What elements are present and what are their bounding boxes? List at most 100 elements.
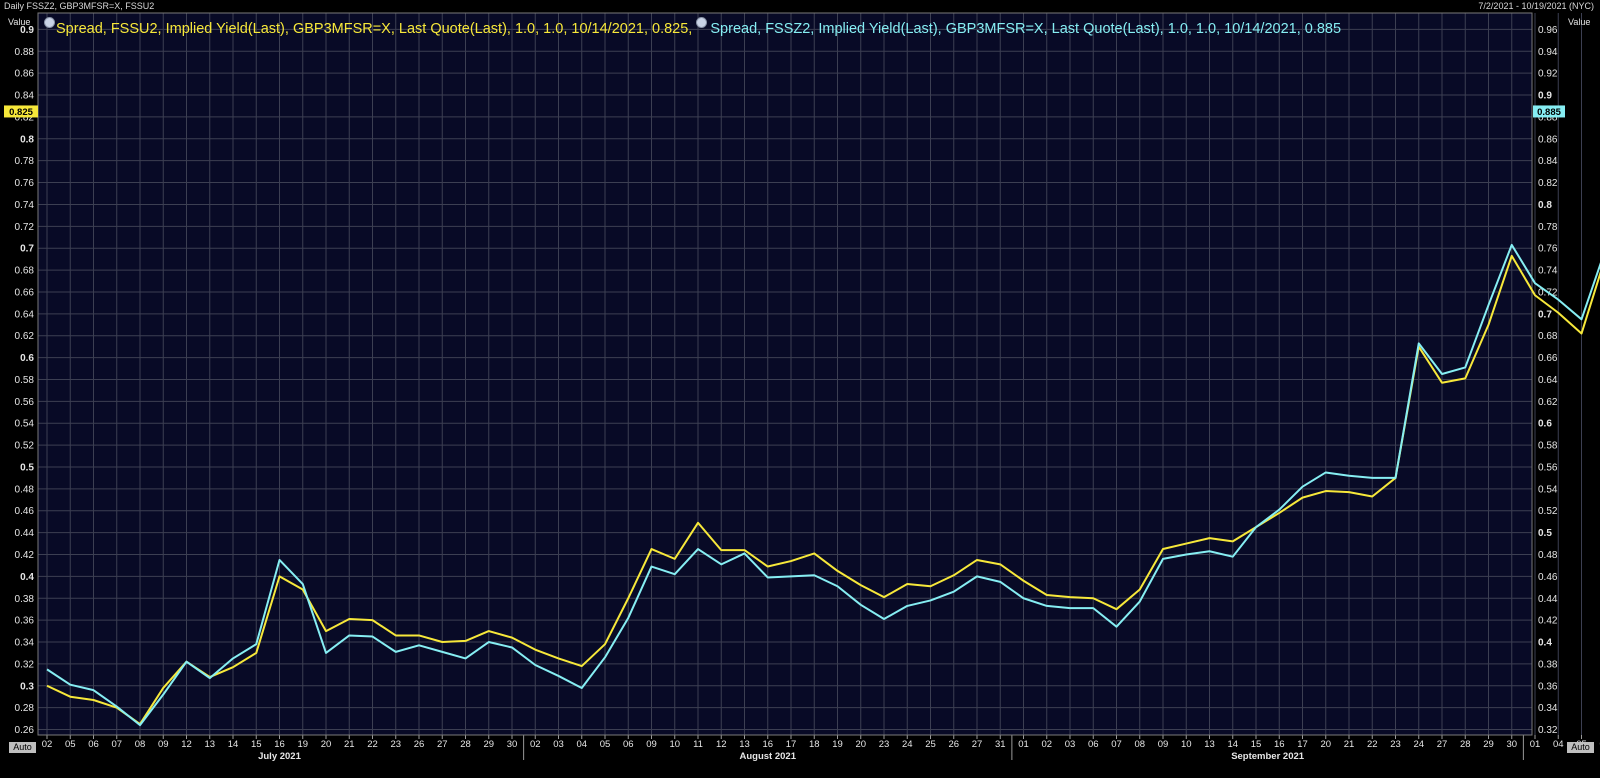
plot-area bbox=[38, 13, 1532, 735]
x-tick-label: 05 bbox=[65, 739, 76, 750]
right-last-value-label: 0.885 bbox=[1537, 107, 1561, 118]
left-axis-tick-label: 0.76 bbox=[15, 178, 35, 189]
right-axis-tick-label: 0.46 bbox=[1538, 572, 1558, 583]
x-tick-label: 31 bbox=[995, 739, 1006, 750]
left-axis-tick-label: 0.7 bbox=[20, 244, 34, 255]
x-tick-label: 20 bbox=[855, 739, 866, 750]
left-axis-tick-label: 0.28 bbox=[15, 703, 35, 714]
x-tick-label: 01 bbox=[1530, 739, 1541, 750]
left-last-value-label: 0.825 bbox=[9, 107, 33, 118]
left-axis-tick-label: 0.36 bbox=[15, 616, 35, 627]
right-axis-tick-label: 0.48 bbox=[1538, 550, 1558, 561]
right-axis-tick-label: 0.62 bbox=[1538, 397, 1558, 408]
right-axis-tick-label: 0.76 bbox=[1538, 244, 1558, 255]
x-tick-label: 04 bbox=[1553, 739, 1564, 750]
x-tick-label: 23 bbox=[879, 739, 890, 750]
left-axis-tick-label: 0.46 bbox=[15, 506, 35, 517]
left-axis-tick-label: 0.64 bbox=[15, 309, 35, 320]
legend-toggle-icon[interactable] bbox=[44, 17, 55, 28]
left-axis-tick-label: 0.34 bbox=[15, 638, 35, 649]
x-tick-label: 17 bbox=[1297, 739, 1308, 750]
right-axis-tick-label: 0.84 bbox=[1538, 156, 1558, 167]
legend-toggle-icon[interactable] bbox=[696, 17, 708, 28]
left-axis-tick-label: 0.9 bbox=[20, 25, 34, 36]
chart-header: Daily FSSZ2, GBP3MFSR=X, FSSU2 7/2/2021 … bbox=[0, 0, 1600, 12]
x-tick-label: 27 bbox=[972, 739, 983, 750]
x-tick-label: 30 bbox=[507, 739, 518, 750]
chart-legend: Spread, FSSU2, Implied Yield(Last), GBP3… bbox=[44, 17, 1341, 37]
x-tick-label: 07 bbox=[1111, 739, 1122, 750]
x-tick-label: 09 bbox=[1158, 739, 1169, 750]
left-axis-tick-label: 0.54 bbox=[15, 419, 35, 430]
right-axis-tick-label: 0.36 bbox=[1538, 681, 1558, 692]
series-line-fssz2 bbox=[46, 243, 1600, 727]
x-tick-label: 06 bbox=[88, 739, 99, 750]
x-tick-label: 06 bbox=[1088, 739, 1099, 750]
left-axis-tick-label: 0.56 bbox=[15, 397, 35, 408]
x-tick-label: 16 bbox=[762, 739, 773, 750]
x-tick-label: 23 bbox=[1390, 739, 1401, 750]
right-axis-tick-label: 0.74 bbox=[1538, 266, 1558, 277]
right-axis-tick-label: 0.58 bbox=[1538, 441, 1558, 452]
x-tick-label: 13 bbox=[204, 739, 215, 750]
month-label: August 2021 bbox=[740, 751, 797, 762]
x-tick-label: 29 bbox=[483, 739, 494, 750]
left-axis-tick-label: 0.68 bbox=[15, 266, 35, 277]
x-tick-label: 23 bbox=[390, 739, 401, 750]
x-tick-label: 03 bbox=[553, 739, 564, 750]
right-axis-tick-label: 0.42 bbox=[1538, 616, 1558, 627]
x-tick-label: 15 bbox=[251, 739, 262, 750]
x-tick-label: 13 bbox=[1204, 739, 1215, 750]
right-axis-tick-label: 0.82 bbox=[1538, 178, 1558, 189]
left-axis-tick-label: 0.88 bbox=[15, 47, 35, 58]
left-axis-title: Value bbox=[8, 17, 31, 27]
x-tick-label: 02 bbox=[42, 739, 53, 750]
left-axis-tick-label: 0.5 bbox=[20, 462, 34, 473]
right-axis-tick-label: 0.66 bbox=[1538, 353, 1558, 364]
x-tick-label: 25 bbox=[925, 739, 936, 750]
right-axis-tick-label: 0.52 bbox=[1538, 506, 1558, 517]
left-axis-tick-label: 0.48 bbox=[15, 484, 35, 495]
x-tick-label: 21 bbox=[344, 739, 355, 750]
left-axis-tick-label: 0.78 bbox=[15, 156, 35, 167]
series-line-fssu2 bbox=[46, 254, 1600, 726]
right-axis-title: Value bbox=[1568, 17, 1591, 27]
x-tick-label: 12 bbox=[716, 739, 727, 750]
left-axis-tick-label: 0.62 bbox=[15, 331, 35, 342]
right-axis-tick-label: 0.34 bbox=[1538, 703, 1558, 714]
x-tick-label: 20 bbox=[321, 739, 332, 750]
left-axis-tick-label: 0.72 bbox=[15, 222, 35, 233]
left-axis-tick-label: 0.6 bbox=[20, 353, 34, 364]
x-tick-label: 16 bbox=[1274, 739, 1285, 750]
x-tick-label: 19 bbox=[832, 739, 843, 750]
x-tick-label: 20 bbox=[1320, 739, 1331, 750]
auto-scale-button[interactable]: Auto bbox=[9, 742, 36, 753]
x-tick-label: 22 bbox=[1367, 739, 1378, 750]
right-axis-tick-label: 0.8 bbox=[1538, 200, 1552, 211]
x-tick-label: 28 bbox=[1460, 739, 1471, 750]
left-axis-tick-label: 0.66 bbox=[15, 287, 35, 298]
x-tick-label: 09 bbox=[158, 739, 169, 750]
x-tick-label: 02 bbox=[1041, 739, 1052, 750]
chart-date-range: 7/2/2021 - 10/19/2021 (NYC) bbox=[1478, 1, 1594, 11]
legend-entry-fssz2: Spread, FSSZ2, Implied Yield(Last), GBP3… bbox=[710, 21, 1342, 37]
x-tick-label: 22 bbox=[367, 739, 378, 750]
x-tick-label: 04 bbox=[576, 739, 587, 750]
left-axis-tick-label: 0.42 bbox=[15, 550, 35, 561]
month-label: September 2021 bbox=[1231, 751, 1305, 762]
right-axis-tick-label: 0.78 bbox=[1538, 222, 1558, 233]
left-axis-tick-label: 0.8 bbox=[20, 134, 34, 145]
left-axis-tick-label: 0.52 bbox=[15, 441, 35, 452]
x-tick-label: 03 bbox=[1065, 739, 1076, 750]
left-axis-tick-label: 0.38 bbox=[15, 594, 35, 605]
x-tick-label: 08 bbox=[135, 739, 146, 750]
plot-frame bbox=[37, 12, 1533, 736]
right-axis-tick-label: 0.5 bbox=[1538, 528, 1552, 539]
x-tick-label: 27 bbox=[437, 739, 448, 750]
right-axis-tick-label: 0.56 bbox=[1538, 462, 1558, 473]
auto-scale-button-right[interactable]: Auto bbox=[1567, 742, 1594, 753]
left-axis-tick-label: 0.4 bbox=[20, 572, 34, 583]
right-axis-tick-label: 0.64 bbox=[1538, 375, 1558, 386]
x-tick-label: 13 bbox=[739, 739, 750, 750]
